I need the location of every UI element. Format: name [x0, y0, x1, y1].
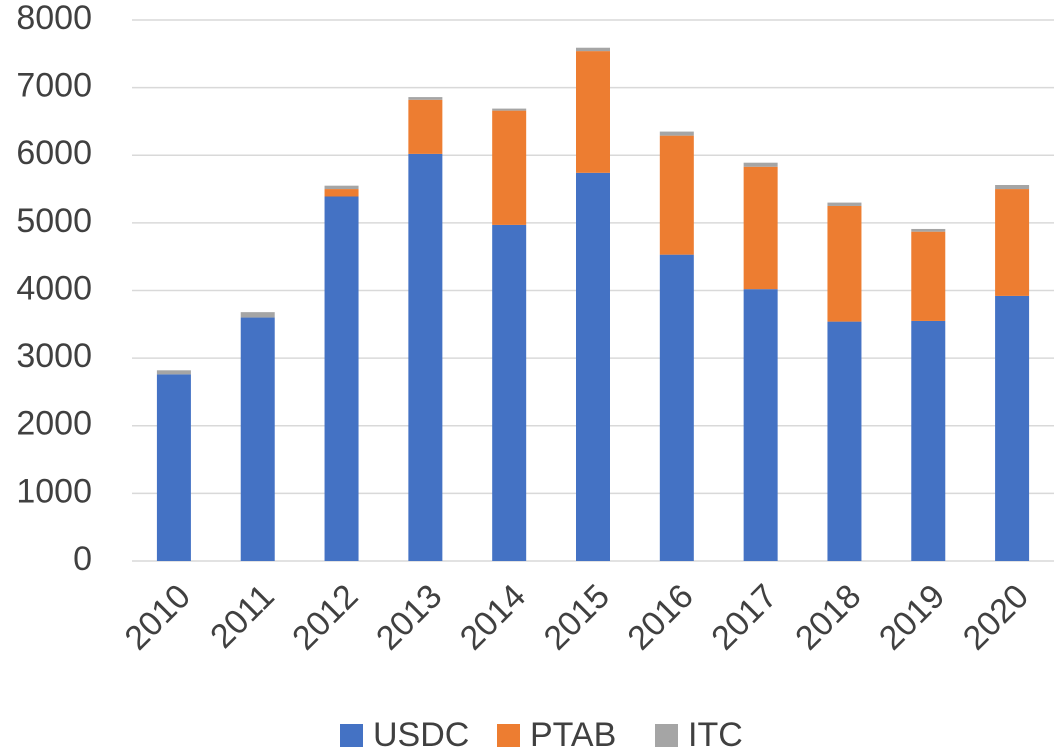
bar-segment	[492, 224, 527, 561]
bar-segment	[324, 196, 359, 561]
y-tick-label: 4000	[16, 269, 92, 307]
x-tick-label: 2010	[118, 577, 198, 657]
bar-segment	[743, 162, 778, 167]
bar-segment	[995, 189, 1030, 296]
legend-swatch	[340, 724, 363, 747]
bar-segment	[827, 321, 862, 561]
bar-segment	[408, 99, 443, 154]
bar-segment	[995, 295, 1030, 561]
x-tick-label: 2019	[872, 577, 952, 657]
bar-segment	[995, 185, 1030, 190]
bar-segment	[576, 172, 610, 561]
x-tick-label: 2018	[788, 577, 868, 657]
x-tick-label: 2013	[369, 577, 449, 657]
x-tick-label: 2015	[537, 577, 617, 657]
y-tick-label: 5000	[16, 202, 92, 240]
bar-segment	[659, 135, 694, 255]
bar-segment	[911, 228, 946, 232]
y-tick-label: 0	[73, 540, 92, 578]
bar-segment	[659, 131, 694, 136]
bar-segment	[576, 51, 610, 173]
legend-label: ITC	[688, 716, 743, 752]
bar-segment	[240, 312, 275, 318]
bar-segment	[492, 108, 527, 111]
bar-segment	[659, 254, 694, 561]
bar-segment	[324, 189, 359, 197]
x-tick-label: 2011	[203, 577, 282, 656]
bar-segment	[743, 166, 778, 290]
legend-swatch	[655, 724, 678, 747]
y-tick-label: 8000	[16, 0, 92, 37]
bar-segment	[576, 47, 610, 52]
x-tick-label: 2017	[704, 577, 784, 657]
y-tick-label: 2000	[16, 405, 92, 443]
y-tick-label: 3000	[16, 337, 92, 375]
bar-segment	[156, 374, 191, 561]
legend-label: PTAB	[530, 716, 616, 752]
x-tick-label: 2016	[620, 577, 700, 657]
x-tick-label: 2020	[956, 577, 1036, 657]
legend-swatch	[497, 724, 520, 747]
y-tick-label: 7000	[16, 67, 92, 105]
y-tick-label: 1000	[16, 472, 92, 510]
x-tick-label: 2012	[285, 577, 365, 657]
bar-segment	[492, 110, 527, 225]
bar-segment	[156, 370, 191, 375]
bar-segment	[911, 231, 946, 321]
bar-segment	[408, 153, 443, 561]
bar-segment	[827, 202, 862, 206]
bar-segment	[743, 289, 778, 561]
bar-segment	[408, 97, 443, 100]
bar-segment	[911, 320, 946, 561]
y-tick-label: 6000	[16, 134, 92, 172]
legend-label: USDC	[373, 716, 469, 752]
bar-segment	[324, 185, 359, 190]
x-tick-label: 2014	[453, 577, 533, 657]
bar-segment	[240, 317, 275, 561]
bar-segment	[827, 205, 862, 322]
